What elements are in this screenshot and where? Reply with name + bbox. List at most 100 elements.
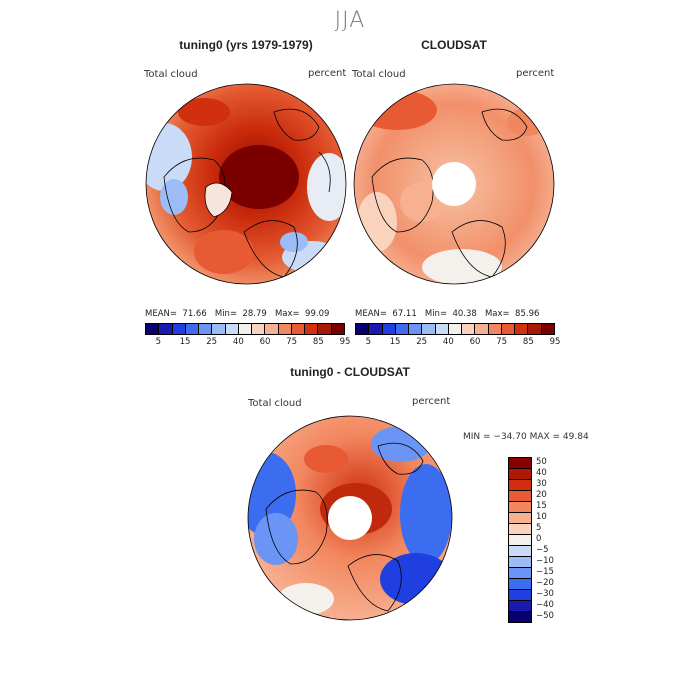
colorbar-tick-label: 40 xyxy=(442,337,454,347)
colorbar-swatch xyxy=(448,324,463,334)
colorbar-swatch xyxy=(509,579,531,590)
colorbar-swatch xyxy=(501,324,516,334)
colorbar-tick-label: 95 xyxy=(339,337,351,347)
mean-value: 71.66 xyxy=(182,309,207,319)
colorbar-obs: 5 15 25 40 60 75 85 95 xyxy=(355,323,560,347)
panel-model-title: tuning0 (yrs 1979-1979) xyxy=(179,38,313,52)
colorbar-tick-label: −20 xyxy=(536,577,554,588)
colorbar-swatch xyxy=(509,546,531,557)
diff-units-label: percent xyxy=(412,396,451,407)
colorbar-swatch xyxy=(528,324,542,334)
colorbar-tick-label: 40 xyxy=(232,337,244,347)
panel-obs-stats: MEAN= 67.11 Min= 40.38 Max= 85.96 xyxy=(355,309,540,319)
colorbar-swatch xyxy=(172,324,186,334)
colorbar-swatch xyxy=(225,324,239,334)
colorbar-tick-label: −5 xyxy=(536,544,549,555)
panel-model-variable-label: Total cloud xyxy=(144,69,198,80)
colorbar-tick-label: 75 xyxy=(286,337,298,347)
colorbar-tick-label: −15 xyxy=(536,566,554,577)
colorbar-swatch xyxy=(435,324,449,334)
colorbar-swatch xyxy=(305,324,319,334)
colorbar-swatch xyxy=(509,612,531,622)
colorbar-tick-label: 5 xyxy=(155,337,162,347)
colorbar-swatch xyxy=(252,324,266,334)
colorbar-swatch xyxy=(395,324,410,334)
mean-value: 67.11 xyxy=(392,309,417,319)
colorbar-swatch xyxy=(509,502,531,513)
colorbar-swatch xyxy=(509,524,531,535)
diff-variable-label: Total cloud xyxy=(248,398,302,409)
colorbar-swatch xyxy=(238,324,253,334)
colorbar-swatch xyxy=(185,324,200,334)
colorbar-swatch xyxy=(318,324,332,334)
colorbar-swatch xyxy=(212,324,226,334)
diff-minmax: MIN = −34.70 MAX = 49.84 xyxy=(463,432,589,442)
colorbar-tick-label: 5 xyxy=(365,337,372,347)
colorbar-tick-label: −50 xyxy=(536,610,554,621)
colorbar-swatch xyxy=(509,568,531,579)
panel-obs-variable-label: Total cloud xyxy=(352,69,406,80)
colorbar-swatch xyxy=(331,324,344,334)
colorbar-swatch xyxy=(475,324,489,334)
colorbar-swatch xyxy=(382,324,396,334)
colorbar-swatch xyxy=(409,324,423,334)
season-title: JJA xyxy=(334,8,366,33)
colorbar-swatch xyxy=(422,324,436,334)
colorbar-swatch xyxy=(291,324,306,334)
colorbar-swatch xyxy=(265,324,279,334)
colorbar-tick-label: 95 xyxy=(549,337,561,347)
colorbar-tick-label: −10 xyxy=(536,555,554,566)
colorbar-swatch xyxy=(509,535,531,546)
colorbar-swatch xyxy=(488,324,502,334)
panel-model-units-label: percent xyxy=(308,68,347,79)
colorbar-model: 5 15 25 40 60 75 85 95 xyxy=(145,323,350,347)
colorbar-swatch xyxy=(509,480,531,491)
colorbar-tick-label: 85 xyxy=(312,337,324,347)
colorbar-tick-label: 85 xyxy=(522,337,534,347)
colorbar-swatch xyxy=(199,324,213,334)
map-difference xyxy=(247,415,453,621)
colorbar-tick-label: 25 xyxy=(416,337,428,347)
colorbar-tick-label: 25 xyxy=(206,337,218,347)
colorbar-tick-label: 60 xyxy=(469,337,481,347)
max-value: 85.96 xyxy=(515,309,540,319)
colorbar-tick-label: 75 xyxy=(496,337,508,347)
colorbar-tick-label: 15 xyxy=(536,501,547,512)
colorbar-tick-label: −40 xyxy=(536,599,554,610)
colorbar-swatch xyxy=(515,324,529,334)
colorbar-tick-label: −30 xyxy=(536,588,554,599)
colorbar-swatch xyxy=(509,491,531,502)
colorbar-tick-label: 50 xyxy=(536,457,547,468)
colorbar-tick-label: 10 xyxy=(536,512,547,523)
panel-obs-title: CLOUDSAT xyxy=(421,38,487,52)
colorbar-swatch xyxy=(462,324,476,334)
colorbar-tick-label: 60 xyxy=(259,337,271,347)
colorbar-tick-label: 30 xyxy=(536,479,547,490)
colorbar-tick-label: 5 xyxy=(536,523,542,534)
colorbar-tick-label: 15 xyxy=(389,337,401,347)
min-value: 40.38 xyxy=(452,309,477,319)
colorbar-swatch xyxy=(509,513,531,524)
map-obs xyxy=(353,83,555,285)
diff-title: tuning0 - CLOUDSAT xyxy=(290,365,410,379)
map-model xyxy=(145,83,347,285)
colorbar-tick-label: 40 xyxy=(536,468,547,479)
colorbar-swatch xyxy=(509,557,531,568)
colorbar-difference: 50 40 30 20 15 10 5 0 −5 −10 −15 −20 −30 −40 −50 xyxy=(508,457,576,623)
max-value: 99.09 xyxy=(305,309,330,319)
colorbar-swatch xyxy=(278,324,292,334)
colorbar-swatch xyxy=(356,324,370,334)
colorbar-swatch xyxy=(541,324,554,334)
colorbar-swatch xyxy=(509,469,531,480)
min-value: 28.79 xyxy=(242,309,267,319)
colorbar-swatch xyxy=(509,601,531,612)
colorbar-swatch xyxy=(509,458,531,469)
colorbar-swatch xyxy=(509,590,531,601)
panel-obs-units-label: percent xyxy=(516,68,555,79)
colorbar-swatch xyxy=(369,324,383,334)
colorbar-tick-label: 20 xyxy=(536,490,547,501)
colorbar-tick-label: 15 xyxy=(179,337,191,347)
colorbar-swatch xyxy=(146,324,160,334)
colorbar-swatch xyxy=(159,324,173,334)
colorbar-tick-label: 0 xyxy=(536,534,542,544)
